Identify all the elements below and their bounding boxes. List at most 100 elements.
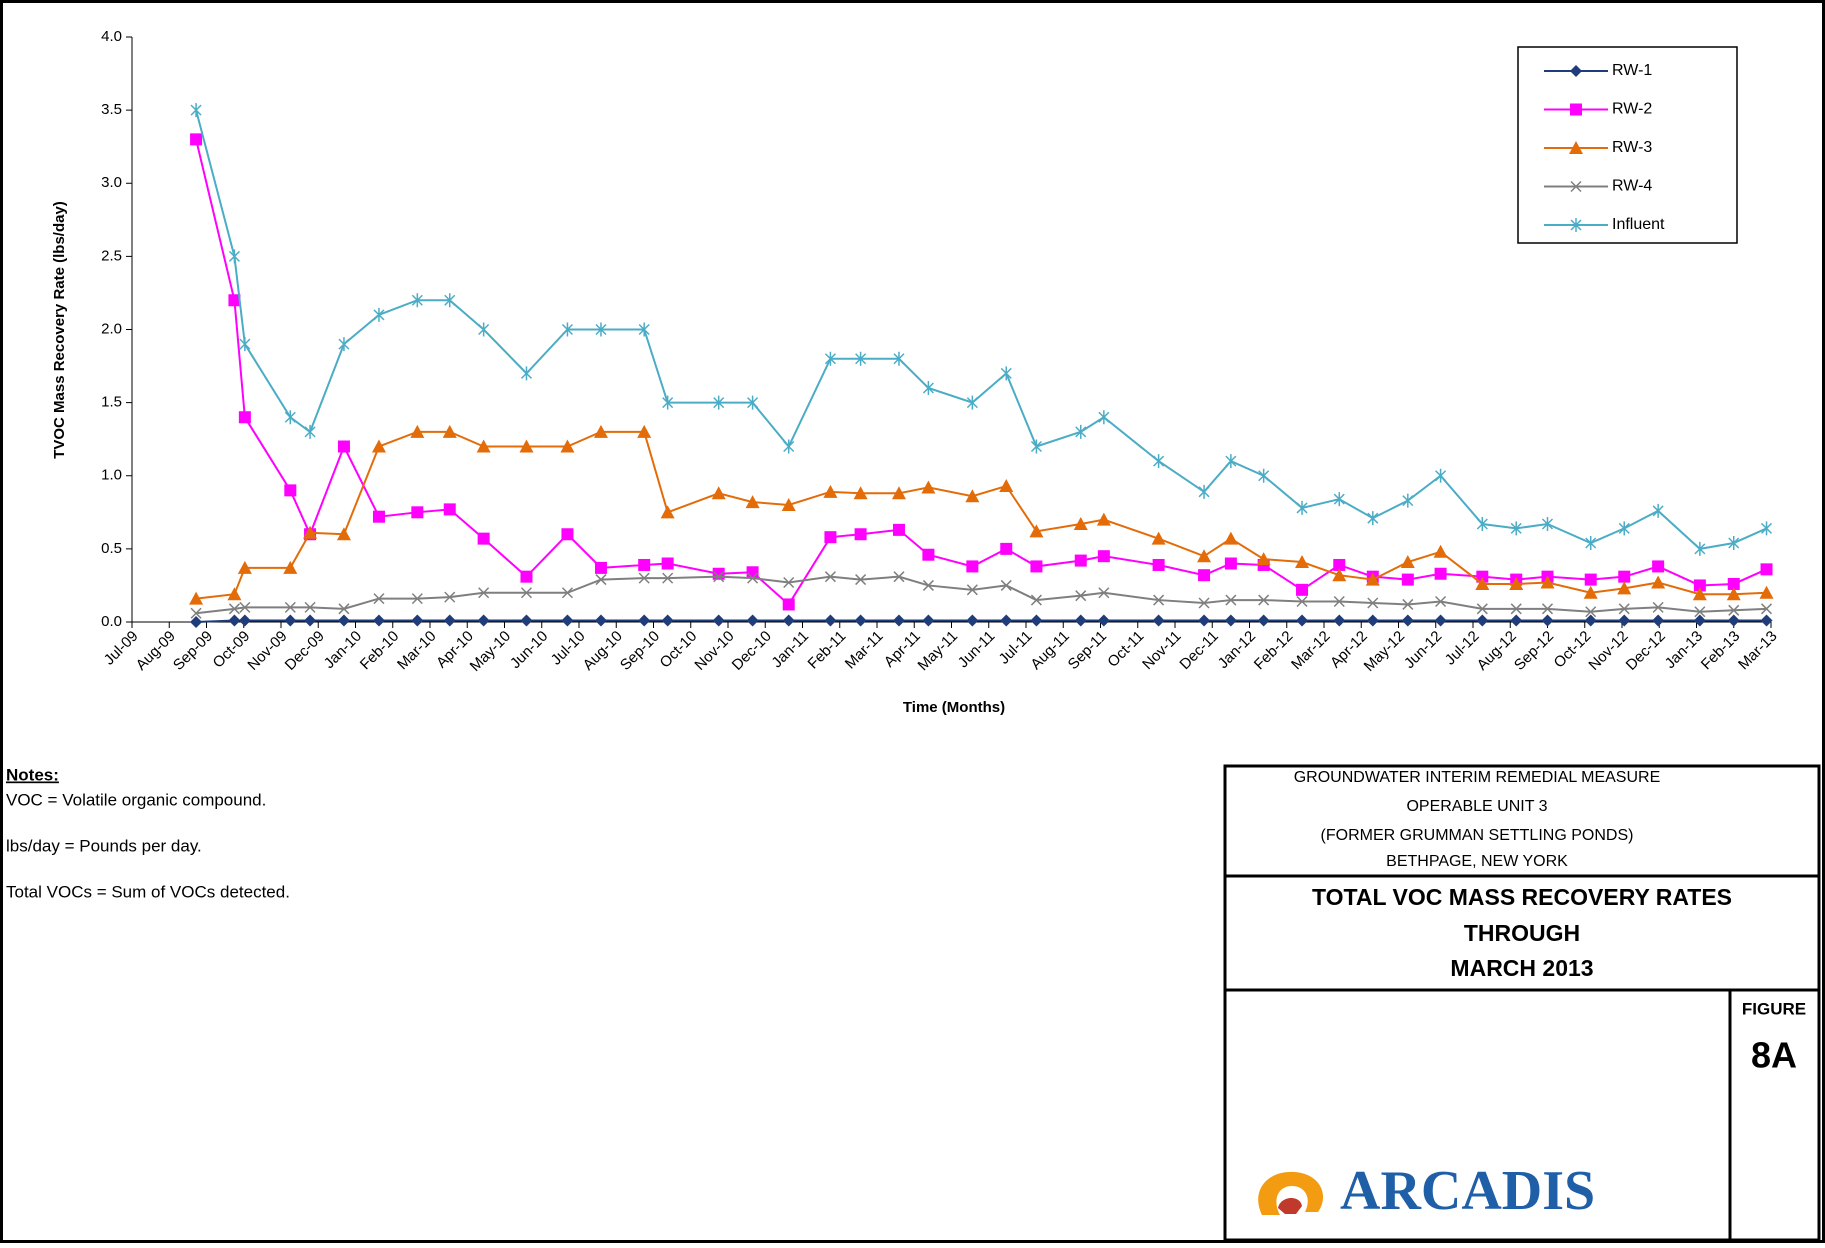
marker bbox=[1198, 614, 1211, 627]
marker bbox=[1585, 536, 1597, 551]
marker bbox=[662, 572, 674, 584]
marker bbox=[1510, 521, 1522, 536]
marker bbox=[190, 607, 202, 619]
marker bbox=[1074, 614, 1087, 627]
marker bbox=[1618, 614, 1631, 627]
series bbox=[189, 424, 1774, 605]
marker bbox=[442, 424, 457, 438]
marker bbox=[712, 614, 725, 627]
marker bbox=[783, 439, 795, 454]
marker bbox=[1225, 594, 1237, 606]
x-tick-label: Feb-10 bbox=[357, 628, 403, 674]
marker bbox=[638, 558, 651, 571]
series-line bbox=[195, 430, 1767, 600]
marker bbox=[1693, 579, 1706, 592]
marker bbox=[1541, 603, 1554, 615]
marker bbox=[1367, 511, 1379, 526]
marker bbox=[561, 322, 573, 337]
marker bbox=[1198, 597, 1210, 609]
marker bbox=[1476, 517, 1488, 532]
marker bbox=[662, 395, 674, 410]
marker bbox=[338, 603, 350, 615]
marker bbox=[745, 495, 760, 509]
marker bbox=[746, 566, 759, 579]
marker bbox=[893, 571, 905, 583]
legend-label: RW-1 bbox=[1612, 62, 1652, 79]
marker bbox=[1296, 614, 1309, 627]
marker bbox=[1197, 549, 1212, 563]
marker bbox=[1570, 180, 1582, 193]
marker bbox=[1541, 517, 1554, 532]
marker bbox=[1152, 614, 1165, 627]
marker bbox=[411, 614, 424, 627]
marker bbox=[1098, 587, 1110, 599]
marker bbox=[189, 591, 204, 605]
figure-number: 8A bbox=[1751, 1035, 1797, 1076]
marker bbox=[372, 614, 385, 627]
marker bbox=[228, 603, 240, 615]
marker bbox=[1760, 614, 1773, 627]
marker bbox=[853, 486, 868, 500]
marker bbox=[1098, 410, 1110, 425]
y-tick-label: 1.5 bbox=[101, 394, 122, 411]
marker bbox=[638, 322, 650, 337]
marker bbox=[1694, 606, 1706, 618]
marker bbox=[373, 593, 385, 605]
legend-label: RW-3 bbox=[1612, 139, 1652, 156]
x-axis-title: Time (Months) bbox=[903, 699, 1005, 716]
marker bbox=[1029, 524, 1044, 538]
marker bbox=[1223, 531, 1238, 545]
marker bbox=[1476, 570, 1489, 583]
marker bbox=[228, 249, 240, 264]
marker bbox=[1198, 569, 1211, 582]
marker bbox=[411, 293, 423, 308]
marker bbox=[1618, 603, 1630, 615]
marker bbox=[1435, 595, 1447, 608]
marker bbox=[1030, 614, 1043, 627]
series bbox=[190, 614, 1773, 628]
marker bbox=[1333, 558, 1346, 571]
marker bbox=[855, 574, 867, 586]
marker bbox=[1510, 614, 1523, 627]
marker bbox=[595, 574, 607, 586]
x-tick-label: May-10 bbox=[467, 628, 514, 675]
marker bbox=[1225, 454, 1237, 469]
marker bbox=[284, 484, 297, 497]
marker bbox=[1258, 594, 1270, 606]
marker bbox=[1256, 552, 1271, 566]
marker bbox=[781, 498, 796, 511]
x-tick-label: Mar-10 bbox=[394, 628, 440, 674]
legend-box bbox=[1517, 46, 1738, 244]
marker bbox=[1296, 500, 1308, 515]
marker bbox=[746, 614, 759, 627]
marker bbox=[922, 579, 934, 591]
x-tick-label: Nov-10 bbox=[691, 628, 737, 674]
marker bbox=[1097, 550, 1110, 563]
marker bbox=[1476, 614, 1489, 627]
x-tick-label: Sep-12 bbox=[1511, 628, 1557, 674]
marker bbox=[1652, 614, 1665, 627]
marker bbox=[1694, 541, 1706, 556]
marker bbox=[824, 614, 837, 627]
marker bbox=[190, 616, 203, 628]
series-line bbox=[195, 575, 1767, 615]
marker bbox=[304, 614, 317, 627]
x-tick-label: Sep-10 bbox=[617, 628, 663, 674]
y-tick-label: 2.0 bbox=[101, 320, 122, 337]
note: lbs/day = Pounds per day. bbox=[6, 836, 202, 855]
marker bbox=[1000, 542, 1013, 555]
y-tick-label: 1.0 bbox=[101, 467, 122, 484]
x-tick-label: Aug-11 bbox=[1027, 628, 1072, 673]
marker bbox=[519, 439, 534, 453]
figure-title: MARCH 2013 bbox=[1450, 955, 1593, 981]
x-tick-label: Dec-10 bbox=[729, 628, 775, 674]
marker bbox=[1097, 614, 1110, 627]
marker bbox=[410, 424, 425, 438]
marker bbox=[1224, 557, 1237, 570]
x-tick-label: Feb-11 bbox=[805, 628, 850, 673]
marker bbox=[922, 548, 935, 561]
x-tick-label: Aug-10 bbox=[580, 628, 626, 674]
marker bbox=[372, 510, 385, 523]
x-tick-label: Oct-11 bbox=[1104, 628, 1147, 671]
marker bbox=[444, 591, 456, 603]
